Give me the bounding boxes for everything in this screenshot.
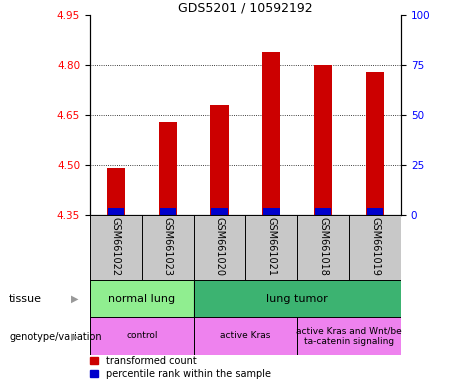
Bar	[108, 209, 124, 215]
Bar	[263, 209, 279, 215]
Bar	[314, 65, 332, 215]
Text: lung tumor: lung tumor	[266, 293, 328, 304]
Bar	[262, 52, 280, 215]
Bar	[90, 317, 194, 355]
Bar	[366, 72, 384, 215]
Bar	[194, 317, 297, 355]
Text: GSM661020: GSM661020	[214, 217, 225, 276]
Text: active Kras: active Kras	[220, 331, 271, 341]
Bar	[212, 209, 228, 215]
Bar	[211, 105, 229, 215]
Text: tissue: tissue	[9, 294, 42, 304]
Text: normal lung: normal lung	[108, 293, 175, 304]
Legend: transformed count, percentile rank within the sample: transformed count, percentile rank withi…	[90, 356, 271, 379]
Title: GDS5201 / 10592192: GDS5201 / 10592192	[178, 1, 313, 14]
Text: ▶: ▶	[71, 294, 79, 304]
Text: active Kras and Wnt/be
ta-catenin signaling: active Kras and Wnt/be ta-catenin signal…	[296, 326, 402, 346]
Bar	[90, 280, 194, 317]
Text: GSM661023: GSM661023	[163, 217, 173, 276]
Bar	[194, 280, 401, 317]
Text: GSM661019: GSM661019	[370, 217, 380, 276]
Text: control: control	[126, 331, 158, 341]
Text: ▶: ▶	[71, 332, 79, 342]
Bar	[159, 122, 177, 215]
Bar	[367, 209, 383, 215]
Bar	[315, 209, 331, 215]
Bar	[297, 317, 401, 355]
Text: GSM661018: GSM661018	[318, 217, 328, 276]
Bar	[160, 209, 176, 215]
Bar	[107, 169, 125, 215]
Text: GSM661022: GSM661022	[111, 217, 121, 276]
Text: genotype/variation: genotype/variation	[9, 332, 102, 342]
Text: GSM661021: GSM661021	[266, 217, 277, 276]
